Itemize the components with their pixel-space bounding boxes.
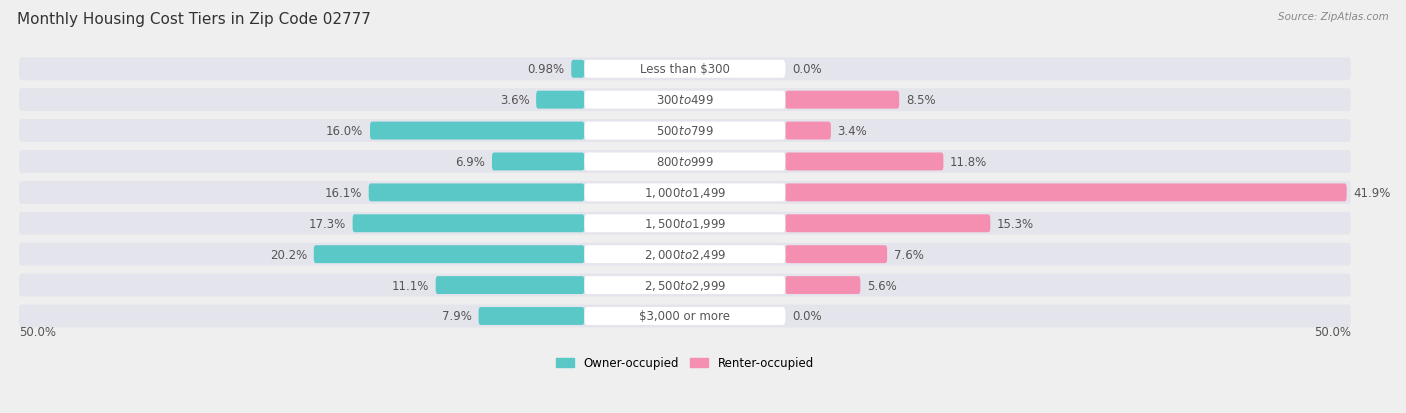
Text: 8.5%: 8.5% <box>905 94 935 107</box>
Text: 0.0%: 0.0% <box>792 63 821 76</box>
Text: $500 to $799: $500 to $799 <box>657 125 714 138</box>
FancyBboxPatch shape <box>585 246 786 263</box>
Text: 7.9%: 7.9% <box>441 310 472 323</box>
FancyBboxPatch shape <box>571 61 585 78</box>
Text: $2,500 to $2,999: $2,500 to $2,999 <box>644 278 725 292</box>
Text: 3.6%: 3.6% <box>499 94 530 107</box>
Text: 5.6%: 5.6% <box>868 279 897 292</box>
FancyBboxPatch shape <box>786 184 1347 202</box>
FancyBboxPatch shape <box>786 246 887 263</box>
FancyBboxPatch shape <box>585 91 786 109</box>
Text: $1,000 to $1,499: $1,000 to $1,499 <box>644 186 725 200</box>
FancyBboxPatch shape <box>20 58 1351 81</box>
Text: Monthly Housing Cost Tiers in Zip Code 02777: Monthly Housing Cost Tiers in Zip Code 0… <box>17 12 371 27</box>
FancyBboxPatch shape <box>314 246 585 263</box>
FancyBboxPatch shape <box>353 215 585 233</box>
FancyBboxPatch shape <box>786 122 831 140</box>
FancyBboxPatch shape <box>786 276 860 294</box>
Text: $300 to $499: $300 to $499 <box>657 94 714 107</box>
FancyBboxPatch shape <box>585 184 786 202</box>
FancyBboxPatch shape <box>585 215 786 233</box>
Text: 16.1%: 16.1% <box>325 186 361 199</box>
Text: 20.2%: 20.2% <box>270 248 307 261</box>
Text: $3,000 or more: $3,000 or more <box>640 310 730 323</box>
FancyBboxPatch shape <box>585 61 786 78</box>
FancyBboxPatch shape <box>20 181 1351 204</box>
Text: Source: ZipAtlas.com: Source: ZipAtlas.com <box>1278 12 1389 22</box>
FancyBboxPatch shape <box>478 307 585 325</box>
FancyBboxPatch shape <box>20 274 1351 297</box>
Text: 7.6%: 7.6% <box>894 248 924 261</box>
FancyBboxPatch shape <box>436 276 585 294</box>
Text: 16.0%: 16.0% <box>326 125 363 138</box>
FancyBboxPatch shape <box>786 91 900 109</box>
Text: 11.1%: 11.1% <box>392 279 429 292</box>
FancyBboxPatch shape <box>20 120 1351 142</box>
FancyBboxPatch shape <box>20 89 1351 112</box>
Text: 50.0%: 50.0% <box>1313 325 1351 338</box>
FancyBboxPatch shape <box>786 153 943 171</box>
FancyBboxPatch shape <box>585 307 786 325</box>
Text: 11.8%: 11.8% <box>950 156 987 169</box>
Text: 17.3%: 17.3% <box>309 217 346 230</box>
FancyBboxPatch shape <box>368 184 585 202</box>
FancyBboxPatch shape <box>370 122 585 140</box>
Text: $2,000 to $2,499: $2,000 to $2,499 <box>644 247 725 261</box>
Text: 0.0%: 0.0% <box>792 310 821 323</box>
FancyBboxPatch shape <box>585 122 786 140</box>
FancyBboxPatch shape <box>20 243 1351 266</box>
Legend: Owner-occupied, Renter-occupied: Owner-occupied, Renter-occupied <box>555 356 814 370</box>
FancyBboxPatch shape <box>492 153 585 171</box>
Text: 50.0%: 50.0% <box>20 325 56 338</box>
Text: 3.4%: 3.4% <box>838 125 868 138</box>
Text: 41.9%: 41.9% <box>1354 186 1391 199</box>
Text: $800 to $999: $800 to $999 <box>657 156 714 169</box>
Text: 15.3%: 15.3% <box>997 217 1035 230</box>
FancyBboxPatch shape <box>20 305 1351 328</box>
FancyBboxPatch shape <box>536 91 585 109</box>
FancyBboxPatch shape <box>585 153 786 171</box>
FancyBboxPatch shape <box>20 151 1351 173</box>
Text: $1,500 to $1,999: $1,500 to $1,999 <box>644 217 725 231</box>
Text: 6.9%: 6.9% <box>456 156 485 169</box>
Text: 0.98%: 0.98% <box>527 63 565 76</box>
Text: Less than $300: Less than $300 <box>640 63 730 76</box>
FancyBboxPatch shape <box>585 276 786 294</box>
FancyBboxPatch shape <box>20 212 1351 235</box>
FancyBboxPatch shape <box>786 215 990 233</box>
